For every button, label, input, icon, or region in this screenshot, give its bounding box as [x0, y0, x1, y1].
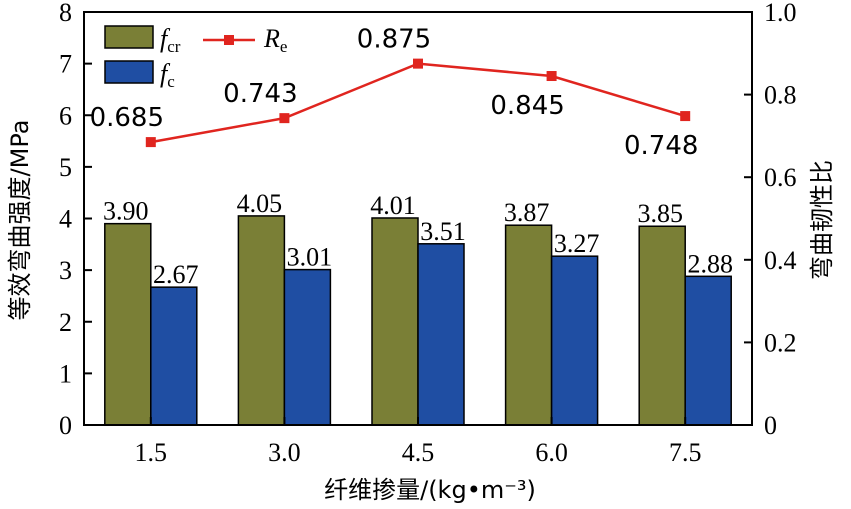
point-label-re-6.0: 0.845: [490, 91, 564, 121]
bar-fc-3.0: [283, 268, 332, 426]
y2-tick-label-1.0: 1.0: [764, 0, 797, 27]
legend-swatch-fcr: [104, 25, 154, 49]
y2-tick-label-0.6: 0.6: [764, 163, 797, 192]
bar-label-fcr-3.0: 4.05: [237, 189, 283, 218]
point-label-re-3.0: 0.743: [223, 79, 297, 109]
bar-fc-6.0: [550, 255, 599, 426]
y-tick-label-6: 6: [59, 101, 72, 130]
y-tick-label-5: 5: [59, 153, 72, 182]
legend-label-fc: fc: [160, 59, 175, 91]
bar-label-fcr-6.0: 3.87: [504, 198, 550, 227]
point-re-7.5: [680, 111, 691, 122]
bar-fcr-3.0: [237, 215, 286, 426]
plot-layer: 3.90 4.05 4.01 3.87 3.852.673.013.51 3.272.88…: [59, 0, 797, 467]
bar-label-fc-6.0: 3.27: [554, 229, 600, 258]
point-label-re-1.5: 0.685: [90, 103, 164, 133]
y-tick-label-1: 1: [59, 359, 72, 388]
x-tick-label-6.0: 6.0: [535, 438, 568, 467]
bar-label-fc-4.5: 3.51: [420, 217, 466, 246]
bar-fc-1.5: [150, 286, 198, 426]
bar-label-fcr-7.5: 3.85: [637, 199, 683, 228]
legend: fcr fc Re: [104, 24, 287, 91]
legend-label-re: Re: [263, 24, 287, 56]
y-axis-title: 等效弯曲强度/MPa: [6, 120, 34, 321]
y2-axis-title: 弯曲韧性比: [808, 160, 836, 280]
point-re-6.0: [546, 71, 557, 82]
bar-label-fc-3.0: 3.01: [287, 243, 333, 272]
x-tick-label-3.0: 3.0: [268, 438, 301, 467]
x-tick-label-7.5: 7.5: [669, 438, 702, 467]
bar-fc-4.5: [417, 243, 465, 426]
y2-tick-label-0.8: 0.8: [764, 81, 797, 110]
point-re-4.5: [413, 58, 423, 69]
legend-label-fcr: fcr: [160, 24, 181, 56]
bar-label-fc-1.5: 2.67: [153, 260, 199, 289]
y2-tick-label-0.2: 0.2: [764, 328, 797, 357]
y2-tick-label-0: 0: [764, 411, 777, 440]
bar-fcr-1.5: [104, 222, 152, 426]
bar-fc-7.5: [684, 275, 732, 426]
y-tick-label-4: 4: [59, 205, 72, 234]
point-re-3.0: [279, 113, 290, 124]
point-label-re-4.5: 0.875: [357, 25, 431, 55]
legend-swatch-fc: [104, 60, 154, 84]
x-axis-title: 纤维掺量/(kg•m⁻³): [324, 476, 536, 504]
x-tick-label-4.5: 4.5: [402, 438, 435, 467]
y-tick-label-2: 2: [59, 308, 72, 337]
point-re-1.5: [145, 137, 156, 148]
bar-fcr-6.0: [504, 224, 553, 426]
y-tick-label-0: 0: [59, 411, 72, 440]
bar-fcr-4.5: [371, 217, 419, 426]
bar-label-fcr-1.5: 3.90: [103, 197, 149, 226]
bar-label-fc-7.5: 2.88: [687, 249, 733, 278]
y-tick-label-7: 7: [59, 50, 72, 79]
x-tick-label-1.5: 1.5: [135, 438, 168, 467]
y2-tick-label-0.4: 0.4: [764, 246, 797, 275]
bar-label-fcr-4.5: 4.01: [370, 191, 416, 220]
y-tick-label-3: 3: [59, 256, 72, 285]
legend-marker-re: [224, 35, 234, 45]
point-label-re-7.5: 0.748: [624, 131, 698, 161]
bar-fcr-7.5: [638, 225, 686, 426]
y-tick-label-8: 8: [59, 0, 72, 27]
